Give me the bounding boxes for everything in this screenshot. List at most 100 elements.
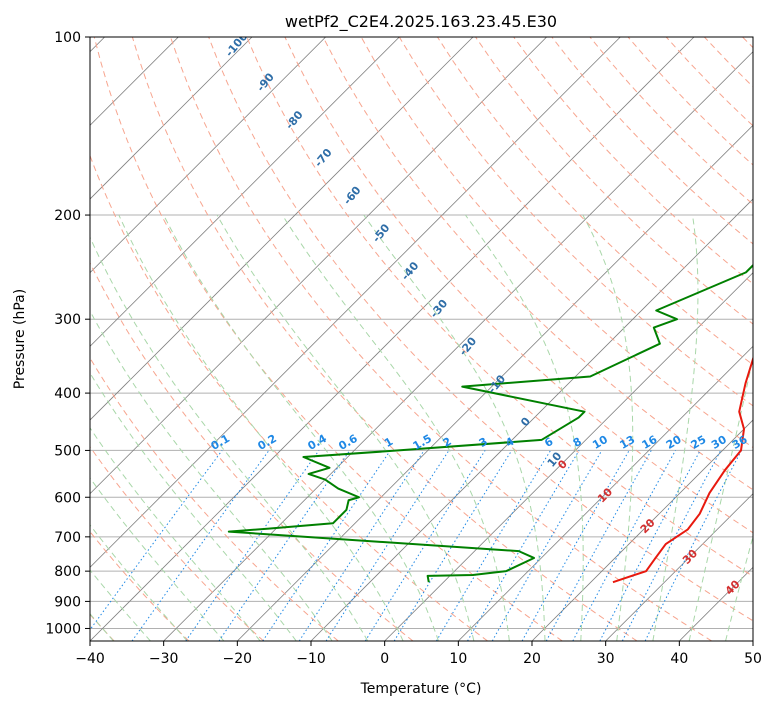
- dry-adiabat-line: [208, 37, 753, 622]
- mixing-ratio-label: 8: [571, 435, 584, 450]
- mixing-ratio-label: 0.2: [256, 432, 279, 453]
- dry-adiabat-line: [475, 37, 753, 325]
- dry-adiabat-line: [665, 37, 753, 127]
- dry-adiabat-line: [742, 37, 753, 49]
- mixing-ratio-line: [621, 450, 722, 641]
- moist-adiabat-line: [90, 309, 333, 641]
- mixing-ratio-label: 0.1: [209, 432, 232, 453]
- dry-adiabat-label: -20: [457, 334, 480, 358]
- isotherm-line: [531, 419, 753, 641]
- isotherm-line: [458, 345, 753, 641]
- moist-adiabat-line: [582, 214, 634, 641]
- y-tick-label: 200: [54, 208, 81, 224]
- mixing-ratio-line: [599, 450, 701, 641]
- dry-adiabat-label: -40: [399, 259, 422, 283]
- x-tick-label: 10: [449, 651, 467, 667]
- moist-adiabat-line: [90, 426, 261, 641]
- isotherm-line: [237, 124, 753, 641]
- dry-adiabat-line: [513, 37, 753, 285]
- mixing-ratio-line: [131, 450, 270, 641]
- mixing-ratio-line: [545, 450, 652, 641]
- dry-adiabat-line: [703, 37, 753, 88]
- x-tick-label: −20: [223, 651, 253, 667]
- moist-adiabat-label: 20: [638, 516, 658, 536]
- dewpoint-line: [227, 263, 753, 583]
- dry-adiabat-line: [90, 530, 190, 641]
- mixing-ratio-line: [185, 450, 320, 641]
- x-tick-label: −10: [296, 651, 326, 667]
- dry-adiabat-label: -50: [370, 221, 393, 245]
- dry-adiabat-line: [131, 37, 638, 641]
- moist-adiabat-line: [90, 524, 188, 641]
- isotherm-line: [90, 37, 695, 641]
- isotherm-line: [90, 37, 253, 200]
- moist-adiabat-label: 10: [595, 485, 615, 505]
- dry-adiabat-label: -70: [312, 146, 335, 170]
- mixing-ratio-line: [572, 450, 676, 641]
- mixing-ratio-line: [218, 450, 351, 641]
- y-tick-label: 500: [54, 443, 81, 459]
- isotherm-line: [310, 198, 753, 641]
- dry-adiabat-line: [246, 37, 753, 577]
- y-tick-label: 800: [54, 564, 81, 580]
- x-tick-label: 50: [744, 651, 762, 667]
- dry-adiabat-label: -90: [254, 70, 277, 94]
- mixing-ratio-label: 0.6: [336, 432, 360, 453]
- y-tick-label: 400: [54, 386, 81, 402]
- y-tick-label: 700: [54, 530, 81, 546]
- moist-adiabat-line: [118, 214, 404, 641]
- dry-adiabat-line: [170, 37, 713, 641]
- chart-title: wetPf2_C2E4.2025.163.23.45.E30: [285, 12, 557, 32]
- x-tick-label: −30: [149, 651, 179, 667]
- moist-adiabat-line: [281, 214, 510, 641]
- mixing-ratio-line: [298, 450, 425, 641]
- plot-frame: [89, 36, 754, 642]
- axis-ticks: −40 −30 −20 −10 0 10 20 30 40 5010020030040050060…: [45, 30, 762, 667]
- moist-adiabat-line: [216, 214, 475, 641]
- dry-adiabat-label: 0: [518, 415, 533, 429]
- dry-adiabat-line: [551, 37, 753, 245]
- dry-adiabat-line: [93, 37, 563, 641]
- y-tick-label: 300: [54, 312, 81, 328]
- mixing-ratio-label: 3: [477, 435, 490, 450]
- mixing-ratio-label: 36: [730, 433, 750, 452]
- moist-adiabat-line: [90, 236, 369, 641]
- mixing-ratio-line: [90, 450, 223, 631]
- y-tick-label: 600: [54, 490, 81, 506]
- x-tick-label: 30: [597, 651, 615, 667]
- dry-adiabat-line: [90, 261, 414, 641]
- mixing-ratio-label: 13: [618, 433, 638, 452]
- x-tick-label: −40: [75, 651, 105, 667]
- mixing-ratio-line: [435, 450, 552, 641]
- mixing-ratio-line: [521, 450, 630, 641]
- dry-adiabat-line: [589, 37, 753, 205]
- mixing-ratio-line: [325, 450, 450, 641]
- mixing-ratio-label: 20: [664, 433, 684, 452]
- dry-adiabat-line: [322, 37, 753, 491]
- moist-adiabat-line: [652, 214, 699, 641]
- isotherm-line: [605, 493, 753, 641]
- moist-adiabat-line: [363, 214, 546, 641]
- mixing-ratio-label: 25: [689, 433, 709, 452]
- x-axis-label: Temperature (°C): [360, 681, 482, 697]
- isotherm-line: [163, 51, 753, 641]
- isotherm-line: [90, 37, 547, 495]
- isotherm-line: [90, 37, 326, 274]
- dry-adiabat-line: [284, 37, 753, 534]
- dry-adiabat-label: -60: [341, 184, 364, 208]
- y-tick-label: 1000: [45, 621, 81, 637]
- isotherm-line: [90, 37, 474, 421]
- background-lines: [90, 37, 753, 641]
- x-tick-label: 0: [380, 651, 389, 667]
- y-tick-label: 900: [54, 594, 81, 610]
- dry-adiabat-line: [90, 445, 264, 641]
- mixing-ratio-line: [644, 450, 742, 641]
- x-tick-label: 20: [523, 651, 541, 667]
- y-axis-label: Pressure (hPa): [12, 289, 28, 389]
- temperature-line: [612, 355, 753, 584]
- dry-adiabat-label: -100: [223, 30, 251, 60]
- isotherm-line: [752, 640, 753, 641]
- y-tick-label: 100: [54, 30, 81, 46]
- isotherm-line: [90, 37, 621, 568]
